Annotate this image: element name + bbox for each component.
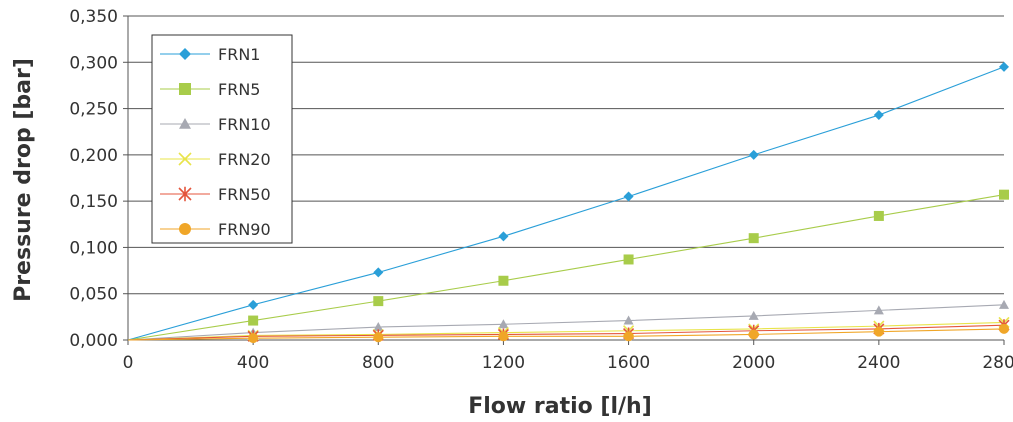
circle-marker: [179, 223, 191, 235]
legend-entry: FRN20: [160, 150, 271, 169]
x-marker: [178, 152, 192, 166]
series-FRN10: [127, 299, 1009, 341]
square-marker: [748, 233, 759, 244]
y-tick-labels: 0,000 0,050 0,100 0,150 0,200 0,250 0,300 0,350: [69, 7, 118, 351]
diamond-marker: [623, 191, 634, 202]
diamond-marker: [179, 48, 191, 60]
triangle-marker: [748, 310, 759, 320]
legend-label: FRN50: [218, 185, 271, 204]
square-marker: [623, 254, 634, 265]
diamond-marker: [748, 149, 759, 160]
series-FRN1: [127, 61, 1009, 341]
y-axis-title: Pressure drop [bar]: [11, 58, 36, 302]
legend-entry: FRN1: [160, 45, 260, 64]
legend-entry: FRN50: [160, 185, 271, 204]
circle-marker: [999, 323, 1009, 334]
triangle-marker: [873, 305, 884, 315]
square-marker: [873, 210, 884, 221]
asterisk-marker: [178, 186, 192, 202]
y-tick-label: 0,350: [69, 7, 118, 27]
square-marker: [999, 189, 1009, 200]
circle-marker: [498, 331, 509, 342]
x-tick-label: 2400: [857, 353, 900, 373]
circle-marker: [873, 326, 884, 337]
legend-box: [151, 34, 293, 244]
square-marker: [179, 83, 191, 95]
legend-entry: FRN10: [160, 115, 271, 134]
series-FRN5: [127, 189, 1009, 341]
y-tick-label: 0,000: [69, 331, 118, 351]
x-axis-title: Flow ratio [l/h]: [468, 394, 652, 419]
legend-label: FRN5: [218, 80, 260, 99]
x-tick-label: 2000: [732, 353, 775, 373]
x-tick-label: 800: [362, 353, 394, 373]
square-marker: [373, 296, 384, 307]
y-tick-label: 0,250: [69, 100, 118, 120]
series-layer: [127, 61, 1010, 344]
x-tick-label: 1200: [482, 353, 525, 373]
legend: FRN1 FRN5 FRN10 FRN20 FRN50 FRN90: [151, 34, 293, 244]
circle-marker: [373, 332, 384, 343]
series-FRN90: [127, 323, 1009, 344]
x-tick-label: 1600: [607, 353, 650, 373]
triangle-marker: [373, 322, 384, 332]
triangle-marker: [498, 319, 509, 329]
diamond-marker: [373, 267, 384, 278]
diamond-marker: [999, 61, 1009, 72]
circle-marker: [623, 331, 634, 342]
legend-entry: FRN5: [160, 80, 260, 99]
series-line: [127, 321, 1005, 341]
y-tick-label: 0,300: [69, 53, 118, 73]
y-tick-label: 0,100: [69, 238, 118, 258]
series-line: [127, 304, 1005, 341]
series-line: [127, 66, 1005, 341]
legend-label: FRN90: [218, 220, 271, 239]
series-line: [127, 328, 1005, 341]
circle-marker: [248, 333, 259, 344]
y-tick-label: 0,050: [69, 285, 118, 305]
x-tick-label: 0: [123, 353, 134, 373]
x-tick-label: 400: [237, 353, 269, 373]
square-marker: [498, 275, 509, 286]
legend-label: FRN1: [218, 45, 260, 64]
diamond-marker: [873, 110, 884, 121]
y-tick-label: 0,150: [69, 192, 118, 212]
triangle-marker: [999, 299, 1009, 309]
triangle-marker: [623, 315, 634, 325]
triangle-marker: [179, 118, 191, 129]
diamond-marker: [498, 231, 509, 242]
legend-entry: FRN90: [160, 220, 271, 239]
legend-label: FRN20: [218, 150, 271, 169]
square-marker: [248, 315, 259, 326]
series-line: [127, 194, 1005, 341]
y-tick-label: 0,200: [69, 146, 118, 166]
series-line: [127, 324, 1005, 341]
legend-label: FRN10: [218, 115, 271, 134]
diamond-marker: [248, 299, 259, 310]
circle-marker: [748, 329, 759, 340]
